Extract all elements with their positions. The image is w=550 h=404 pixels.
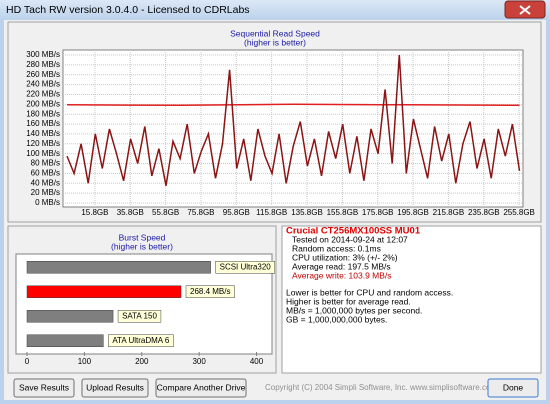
y-tick-label: 140 MB/s xyxy=(26,129,60,138)
x-tick-label: 55.8GB xyxy=(152,208,179,217)
chart-title: Sequential Read Speed xyxy=(230,28,320,38)
x-tick-label: 200 xyxy=(135,357,149,366)
button[interactable] xyxy=(487,378,539,398)
sequential-chart: Sequential Read Speed (higher is better)… xyxy=(7,21,542,223)
x-tick-label: 215.8GB xyxy=(433,208,465,217)
button-label[interactable]: Save Results xyxy=(19,382,69,392)
plot-area xyxy=(62,49,524,208)
x-tick-label: 175.8GB xyxy=(362,208,394,217)
info-line: Random access: 0.1ms xyxy=(292,243,381,253)
x-tick-label: 115.8GB xyxy=(256,208,287,217)
value-label: 268.4 MB/s xyxy=(190,287,230,296)
x-tick-label: 235.8GB xyxy=(468,208,500,217)
x-tick-label: 100 xyxy=(78,357,92,366)
drive-name: Crucial CT256MX100SS MU01 xyxy=(286,226,421,237)
info-line: Average write: 103.9 MB/s xyxy=(292,270,392,280)
info-line: CPU utilization: 3% (+/- 2%) xyxy=(292,252,398,262)
note: GB = 1,000,000,000 bytes. xyxy=(286,314,387,324)
y-tick-label: 120 MB/s xyxy=(26,139,60,148)
chart-subtitle: (higher is better) xyxy=(244,37,306,47)
series-line xyxy=(66,54,521,186)
y-tick-label: 280 MB/s xyxy=(26,60,60,69)
bar-label-box xyxy=(117,310,162,323)
close-icon xyxy=(519,5,531,15)
bar xyxy=(26,261,211,274)
bar-label-box xyxy=(185,285,235,298)
burst-chart: Burst Speed (higher is better) 0 100 200 30… xyxy=(7,225,277,374)
button[interactable] xyxy=(155,378,247,398)
button-label[interactable]: Done xyxy=(503,382,524,392)
bar-label: SATA 150 xyxy=(122,311,157,320)
y-tick-label: 20 MB/s xyxy=(31,188,60,197)
button-label[interactable]: Upload Results xyxy=(86,382,144,392)
y-tick-label: 0 MB/s xyxy=(35,198,60,207)
y-tick-label: 220 MB/s xyxy=(26,90,60,99)
y-tick-label: 300 MB/s xyxy=(26,50,60,59)
y-tick-label: 260 MB/s xyxy=(26,70,60,79)
y-tick-label: 80 MB/s xyxy=(31,159,60,168)
x-tick-label: 15.8GB xyxy=(81,208,108,217)
x-tick-label: 400 xyxy=(250,357,264,366)
copyright: Copyright (C) 2004 Simpli Software, Inc.… xyxy=(265,383,497,392)
bar xyxy=(26,285,182,298)
chart-subtitle: (higher is better) xyxy=(111,241,173,251)
info-panel: Crucial CT256MX100SS MU01 Tested on 2014… xyxy=(281,225,542,374)
title-bar xyxy=(0,0,550,20)
button-label[interactable]: Compare Another Drive xyxy=(157,382,246,392)
x-tick-label: 300 xyxy=(192,357,206,366)
x-tick-label: 35.8GB xyxy=(117,208,144,217)
x-tick-label: 195.8GB xyxy=(397,208,429,217)
note: Lower is better for CPU and random acces… xyxy=(286,287,453,297)
bar-label-box xyxy=(108,334,174,347)
x-tick-label: 135.8GB xyxy=(291,208,323,217)
note: MB/s = 1,000,000 bytes per second. xyxy=(286,305,422,315)
y-tick-label: 240 MB/s xyxy=(26,80,60,89)
bar-label: SCSI Ultra320 xyxy=(220,262,272,271)
series-line xyxy=(66,103,520,107)
chart-title: Burst Speed xyxy=(119,232,166,242)
bar-label: ATA UltraDMA 6 xyxy=(112,336,170,345)
x-tick-label: 255.8GB xyxy=(503,208,535,217)
info-box xyxy=(281,225,542,374)
bar xyxy=(26,334,104,347)
x-tick-label: 95.8GB xyxy=(223,208,250,217)
y-tick-label: 200 MB/s xyxy=(26,99,60,108)
y-tick-label: 60 MB/s xyxy=(31,169,60,178)
bar-label-box xyxy=(215,261,276,274)
info-line: Tested on 2014-09-24 at 12:07 xyxy=(292,234,408,244)
y-tick-label: 40 MB/s xyxy=(31,178,60,187)
button[interactable] xyxy=(81,378,149,398)
bar xyxy=(26,310,114,323)
note: Higher is better for average read. xyxy=(286,296,411,306)
window-title: HD Tach RW version 3.0.4.0 - Licensed to… xyxy=(6,4,250,16)
x-tick-label: 75.8GB xyxy=(187,208,214,217)
button[interactable] xyxy=(13,378,75,398)
info-line: Average read: 197.5 MB/s xyxy=(292,261,391,271)
x-tick-label: 155.8GB xyxy=(327,208,359,217)
y-tick-label: 180 MB/s xyxy=(26,109,60,118)
x-tick-label: 0 xyxy=(25,357,30,366)
y-tick-label: 100 MB/s xyxy=(26,149,60,158)
y-tick-label: 160 MB/s xyxy=(26,119,60,128)
